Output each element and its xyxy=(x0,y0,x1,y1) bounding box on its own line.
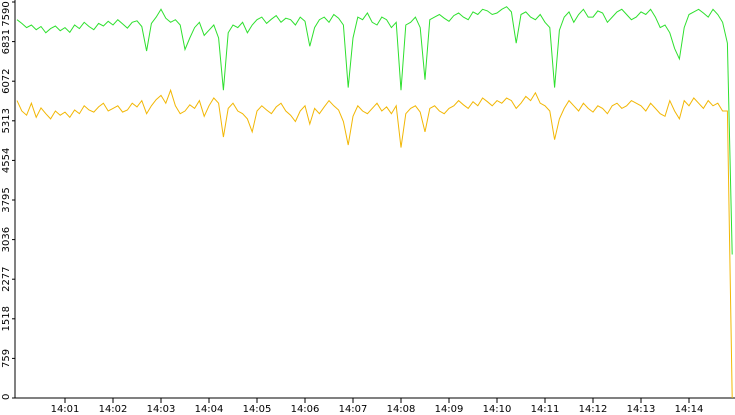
series-line xyxy=(16,88,733,399)
x-tick-label: 14:07 xyxy=(339,404,368,415)
x-tick-label: 14:02 xyxy=(99,404,128,415)
series-line xyxy=(16,6,733,255)
x-tick-label: 14:01 xyxy=(51,404,80,415)
y-tick-label: 7590 xyxy=(1,1,12,26)
y-tick-label: 1518 xyxy=(1,306,12,331)
x-tick-label: 14:09 xyxy=(435,404,464,415)
x-tick-label: 14:12 xyxy=(579,404,608,415)
x-tick-label: 14:11 xyxy=(531,404,560,415)
x-tick-label: 14:13 xyxy=(627,404,656,415)
y-tick-label: 759 xyxy=(1,349,12,368)
y-tick-label: 3036 xyxy=(1,227,12,252)
x-tick-label: 14:03 xyxy=(147,404,176,415)
x-tick-label: 14:06 xyxy=(291,404,320,415)
x-tick-label: 14:08 xyxy=(387,404,416,415)
x-tick-label: 14:04 xyxy=(195,404,224,415)
y-tick-label: 2277 xyxy=(1,266,12,291)
y-tick-label: 6831 xyxy=(1,29,12,54)
x-tick-label: 14:05 xyxy=(243,404,272,415)
y-tick-label: 3795 xyxy=(1,187,12,212)
x-tick-label: 14:14 xyxy=(675,404,704,415)
x-tick-label: 14:10 xyxy=(483,404,512,415)
y-tick-label: 6072 xyxy=(1,68,12,93)
y-tick-label: 5313 xyxy=(1,108,12,133)
y-tick-label: 0 xyxy=(1,394,12,400)
y-tick-label: 4554 xyxy=(1,148,12,173)
